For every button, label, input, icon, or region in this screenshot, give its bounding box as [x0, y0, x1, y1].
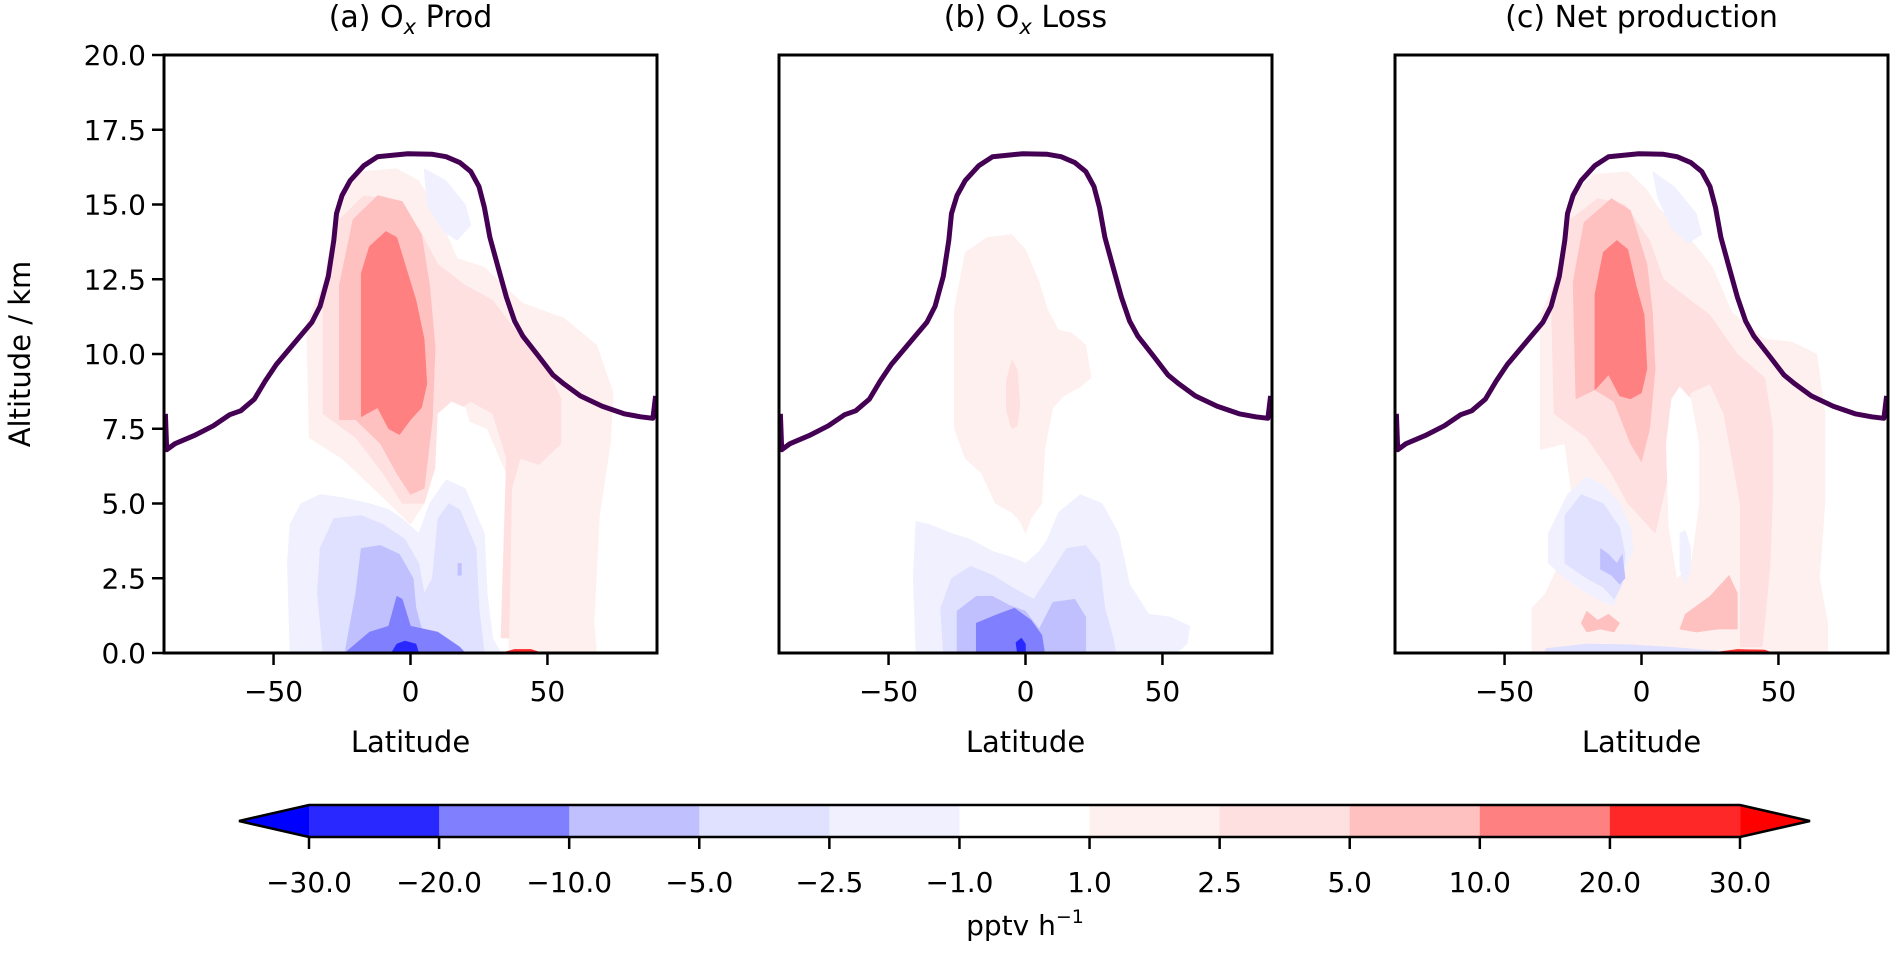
colorbar-segment — [829, 805, 960, 837]
panel-title-text: (a) O — [329, 0, 404, 35]
y-tick-label: 2.5 — [101, 562, 146, 595]
colorbar-segment — [1219, 805, 1351, 837]
x-tick-label: −50 — [859, 675, 918, 708]
colorbar-segment — [1349, 805, 1481, 837]
y-tick-label: 0.0 — [101, 637, 146, 670]
colorbar-label-unit: pptv h — [966, 909, 1056, 942]
x-tick-label: 0 — [1633, 675, 1651, 708]
contour-region-level-7 — [1006, 359, 1021, 430]
x-tick-label: 0 — [402, 675, 420, 708]
contour-region-level-1 — [344, 595, 466, 653]
tropopause-line — [1395, 151, 1888, 453]
y-axis-label: Altitude / km — [3, 261, 37, 448]
tropopause-line — [779, 151, 1272, 453]
contour-fills — [287, 168, 614, 653]
contour-region-level-4 — [1679, 530, 1692, 585]
colorbar: −30.0 −20.0 −10.0 −5.0 −2.5 −1.0 1.0 2.5 5.0 10.0… — [238, 803, 1811, 899]
contour-region-level-0 — [391, 640, 419, 653]
y-tick-label: 17.5 — [84, 114, 146, 147]
y-tick-label: 5.0 — [101, 488, 146, 521]
panel-b: −50 0 50 Latitude (b) Ox Loss — [777, 0, 1274, 759]
y-tick-label: 10.0 — [84, 338, 146, 371]
colorbar-segment — [959, 805, 1091, 837]
x-tick-label: 50 — [530, 675, 566, 708]
tropopause-line — [164, 151, 657, 453]
contour-region-level-8 — [1679, 575, 1738, 633]
x-tick-label: −50 — [1475, 675, 1534, 708]
colorbar-over-arrow — [1740, 805, 1810, 837]
colorbar-tick-label: −5.0 — [665, 866, 733, 899]
contour-region-level-2 — [1600, 548, 1626, 585]
x-axis-label: Latitude — [966, 725, 1085, 759]
panel-title: (c) Net production — [1505, 0, 1778, 35]
colorbar-tick-label: 5.0 — [1327, 866, 1372, 899]
colorbar-tick-label: 20.0 — [1579, 866, 1641, 899]
contour-region-level-9 — [1594, 240, 1648, 400]
colorbar-tick-label: −10.0 — [526, 866, 612, 899]
contour-region-level-2 — [457, 563, 462, 576]
y-tick-label: 20.0 — [84, 39, 146, 72]
x-axis-label: Latitude — [351, 725, 470, 759]
x-tick-label: 0 — [1017, 675, 1035, 708]
colorbar-segment — [1089, 805, 1221, 837]
colorbar-segment — [439, 805, 570, 837]
x-tick-label: 50 — [1145, 675, 1181, 708]
contour-fills — [1531, 171, 1828, 653]
panel-title-text: (b) O — [944, 0, 1020, 35]
contour-region-level-9 — [360, 231, 428, 435]
panel-title-subscript: x — [403, 15, 417, 39]
contour-region-level-0 — [1015, 637, 1026, 653]
panel-title-subscript: x — [1018, 15, 1032, 39]
colorbar-tick-label: 30.0 — [1709, 866, 1771, 899]
y-tick-label: 15.0 — [84, 189, 146, 222]
colorbar-under-arrow — [239, 805, 309, 837]
colorbar-tick-label: 10.0 — [1449, 866, 1511, 899]
y-tick-label: 7.5 — [101, 413, 146, 446]
y-tick-label: 12.5 — [84, 263, 146, 296]
panel-title: (b) Ox Loss — [944, 0, 1107, 39]
panel-title-text: (c) Net production — [1505, 0, 1778, 35]
colorbar-segment — [569, 805, 700, 837]
panel-title-suffix: Loss — [1032, 0, 1107, 35]
contour-region-level-4 — [423, 168, 472, 241]
colorbar-segment — [1479, 805, 1611, 837]
colorbar-tick-label: 1.0 — [1067, 866, 1112, 899]
colorbar-tick-label: −1.0 — [925, 866, 993, 899]
colorbar-label-exponent: −1 — [1056, 906, 1084, 928]
panel-title-suffix: Prod — [416, 0, 492, 35]
contour-fills — [912, 234, 1191, 653]
colorbar-label: pptv h−1 — [966, 906, 1084, 942]
contour-region-level-5 — [1665, 386, 1700, 579]
x-axis-label: Latitude — [1582, 725, 1701, 759]
contour-region-level-1 — [975, 607, 1045, 653]
contour-region-level-8 — [1580, 610, 1620, 633]
colorbar-tick-label: −30.0 — [266, 866, 352, 899]
colorbar-tick-label: 2.5 — [1197, 866, 1242, 899]
panel-c: −50 0 50 Latitude (c) Net production — [1393, 0, 1890, 759]
colorbar-segment — [1609, 805, 1741, 837]
panel-title: (a) Ox Prod — [329, 0, 493, 39]
colorbar-tick-label: −20.0 — [396, 866, 482, 899]
x-tick-label: 50 — [1761, 675, 1797, 708]
contour-region-level-6 — [954, 234, 1092, 534]
colorbar-segment — [699, 805, 830, 837]
panel-a: −50 0 50 Latitude 0.0 2.5 5.0 7.5 10.0 12.5 15.0 17… — [84, 0, 659, 759]
colorbar-segment — [309, 805, 440, 837]
colorbar-tick-label: −2.5 — [795, 866, 863, 899]
contour-region-level-4 — [1652, 171, 1703, 244]
x-tick-label: −50 — [244, 675, 303, 708]
